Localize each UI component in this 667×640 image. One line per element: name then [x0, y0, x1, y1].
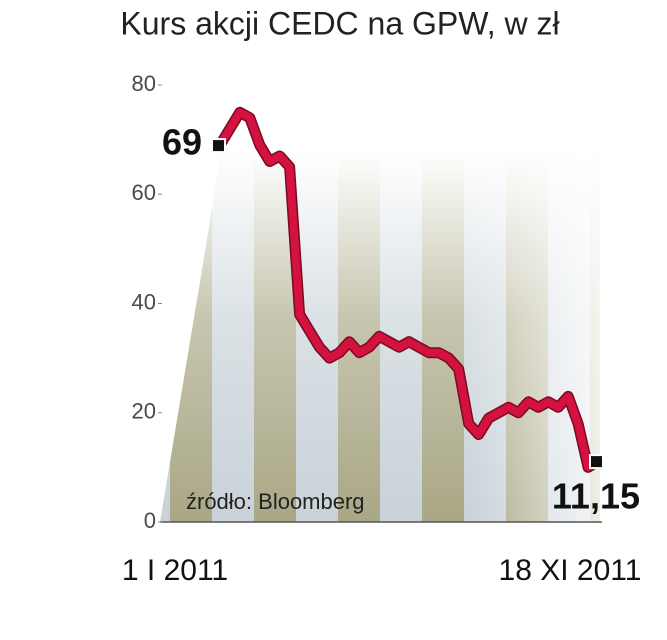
x-tick-label: 18 XI 2011 [499, 554, 642, 587]
source-note: źródło: Bloomberg [186, 489, 365, 514]
line [216, 108, 602, 472]
value-label: 11,15 [552, 476, 640, 517]
y-tick-label: 60 [132, 180, 156, 205]
point-marker [211, 138, 226, 154]
y-tick-label: 40 [132, 289, 156, 314]
y-tick-label: 80 [132, 71, 156, 96]
y-tick-label: 0 [144, 508, 156, 533]
chart-title: Kurs akcji CEDC na GPW, w zł [120, 5, 559, 41]
value-label: 69 [162, 122, 202, 163]
point-marker [589, 454, 604, 470]
x-tick-label: 1 I 2011 [122, 554, 228, 587]
y-tick-label: 20 [132, 399, 156, 424]
